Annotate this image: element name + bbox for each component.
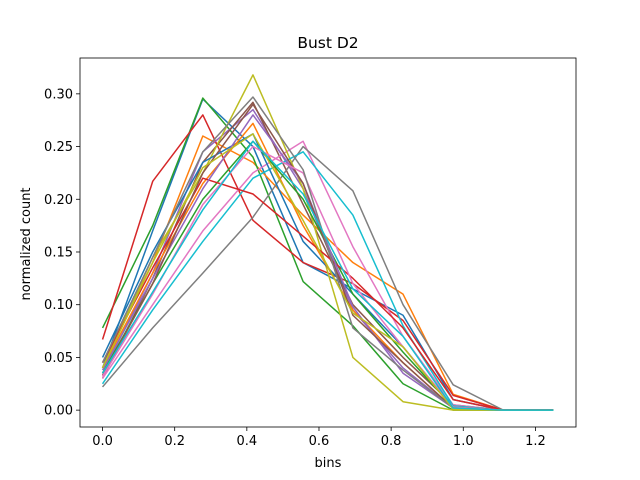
y-tick-label: 0.30 [44,87,73,102]
y-axis: 0.00 0.05 0.10 0.15 0.20 0.25 0.30 [44,87,80,419]
y-tick-label: 0.05 [44,351,73,366]
x-tick-label: 0.4 [236,434,257,449]
series-layer [101,74,554,411]
y-tick-label: 0.20 [44,193,73,208]
plot-frame [79,57,577,428]
x-tick-label: 1.2 [525,434,546,449]
y-tick-label: 0.25 [44,140,73,155]
x-tick-label: 0.0 [92,434,113,449]
x-tick-label: 0.6 [309,434,330,449]
y-axis-label: normalized count [19,187,34,300]
y-tick-label: 0.00 [44,404,73,419]
y-tick-label: 0.15 [44,245,73,260]
series-line-20 [101,140,554,411]
x-tick-label: 0.2 [164,434,185,449]
series-line-8 [101,145,554,411]
x-axis-label: bins [315,456,342,471]
x-tick-label: 0.8 [381,434,402,449]
y-tick-label: 0.10 [44,298,73,313]
series-line-14 [101,177,554,411]
x-tick-label: 1.0 [453,434,474,449]
x-axis: 0.0 0.2 0.4 0.6 0.8 1.0 1.2 [92,427,546,449]
chart-title: Bust D2 [297,34,358,52]
